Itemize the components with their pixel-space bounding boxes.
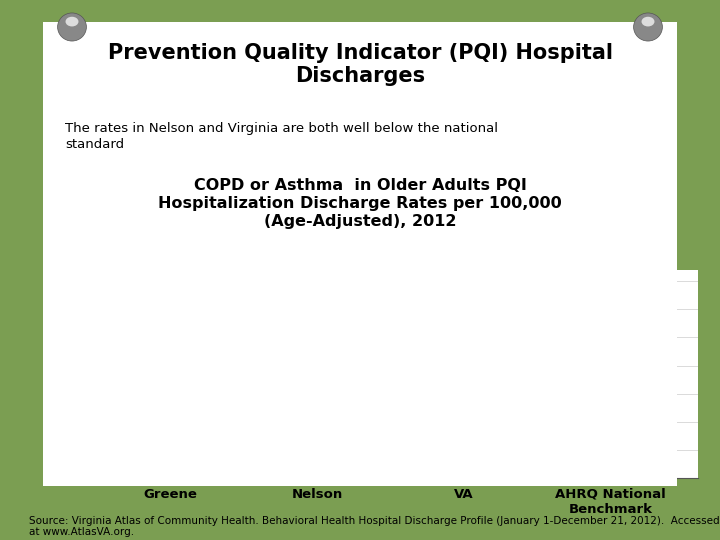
- Text: The rates in Nelson and Virginia are both well below the national
standard: The rates in Nelson and Virginia are bot…: [65, 122, 498, 151]
- Bar: [567, 298, 654, 478]
- Text: COPD or Asthma  in Older Adults PQI
Hospitalization Discharge Rates per 100,000
: COPD or Asthma in Older Adults PQI Hospi…: [158, 178, 562, 229]
- Bar: [274, 383, 361, 478]
- Text: 169,0: 169,0: [295, 367, 339, 381]
- Text: Source: Virginia Atlas of Community Health. Behavioral Health Hospital Discharge: Source: Virginia Atlas of Community Heal…: [29, 516, 719, 537]
- Text: Prevention Quality Indicator (PQI) Hospital
Discharges: Prevention Quality Indicator (PQI) Hospi…: [107, 43, 613, 86]
- Bar: [127, 447, 215, 478]
- Text: 181,8: 181,8: [442, 360, 486, 374]
- Bar: [420, 376, 508, 478]
- Text: Data
suppressed: Data suppressed: [141, 451, 201, 473]
- Text: 321,4: 321,4: [588, 281, 632, 295]
